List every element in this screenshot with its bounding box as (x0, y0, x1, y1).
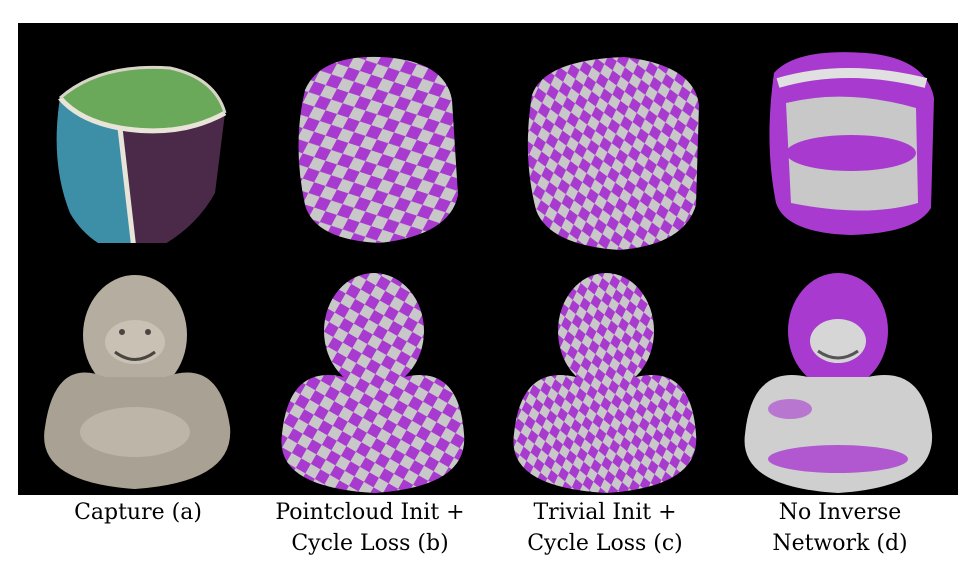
caption-d-line-2: Network (d) (772, 531, 908, 556)
panel-capture-buddha (30, 257, 240, 493)
panel-no-inverse-buddha (730, 259, 940, 495)
caption-c-line-2: Cycle Loss (c) (527, 531, 683, 556)
figure-image-grid (18, 23, 958, 495)
panel-pointcloud-buddha (264, 259, 474, 495)
caption-a-line-1: Capture (a) (74, 500, 202, 525)
panel-no-inverse-cushion (756, 43, 946, 243)
caption-b-line-1: Pointcloud Init + (275, 500, 465, 525)
panel-trivial-buddha (496, 259, 706, 495)
caption-b: Pointcloud Init + Cycle Loss (b) (250, 497, 490, 559)
caption-b-line-2: Cycle Loss (b) (291, 531, 449, 556)
caption-a: Capture (a) (38, 497, 238, 528)
caption-c-line-1: Trivial Init + (533, 500, 677, 525)
panel-pointcloud-cushion (280, 45, 470, 245)
caption-c: Trivial Init + Cycle Loss (c) (490, 497, 720, 559)
caption-d-line-1: No Inverse (778, 500, 902, 525)
panel-capture-cushion (40, 43, 240, 243)
panel-trivial-cushion (514, 45, 714, 255)
caption-d: No Inverse Network (d) (730, 497, 950, 559)
